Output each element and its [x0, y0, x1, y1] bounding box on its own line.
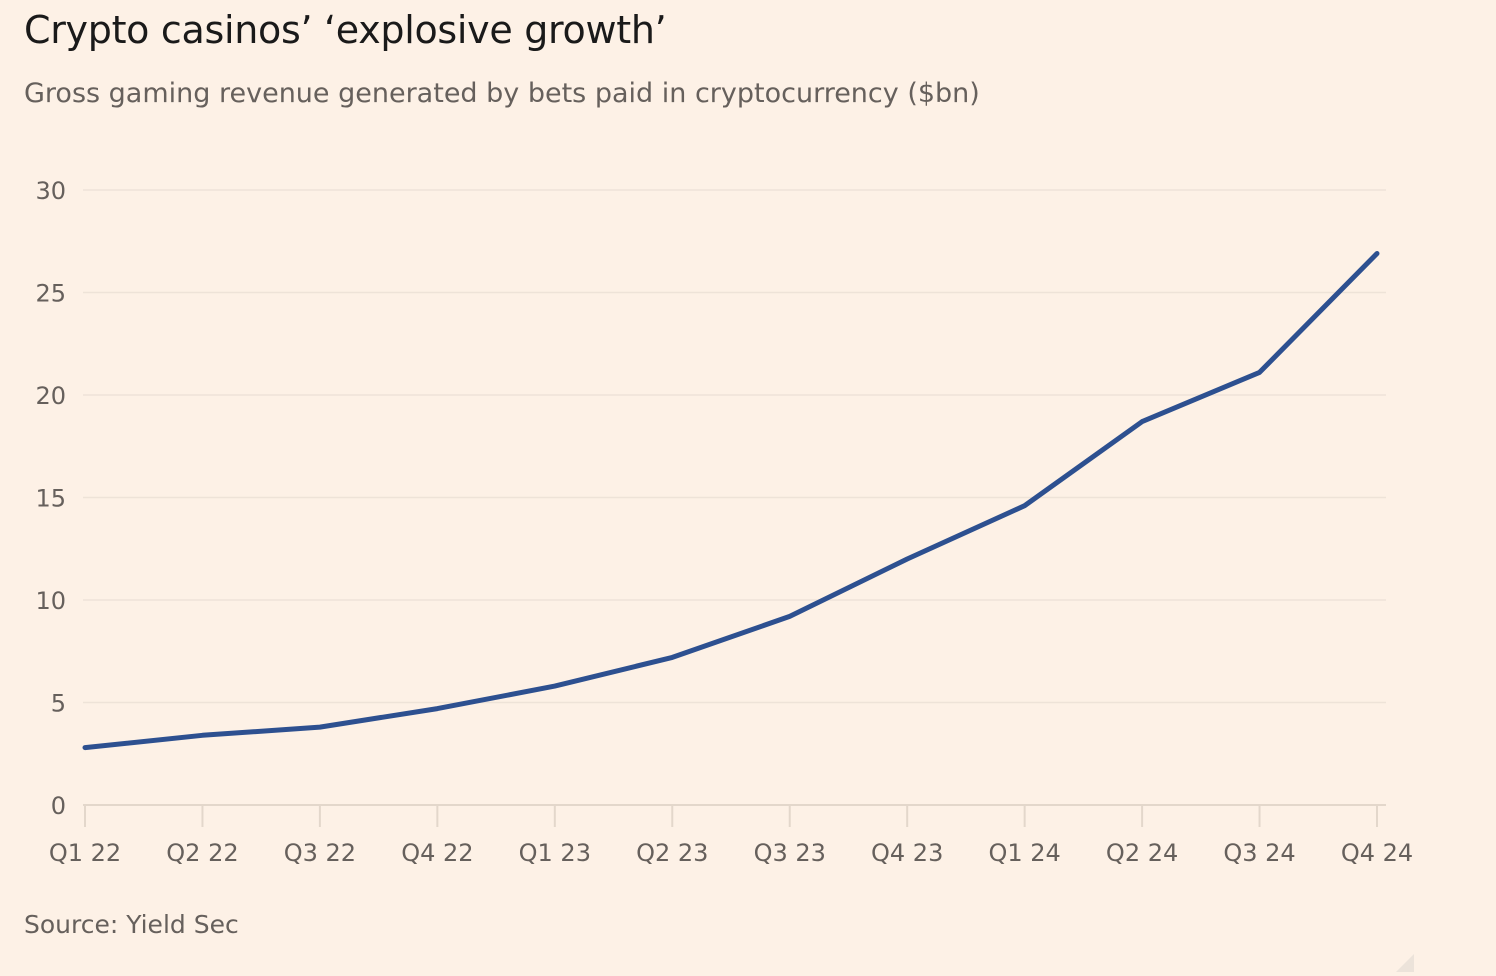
x-tick-label: Q4 23 [871, 839, 943, 867]
series-line-0 [82, 251, 1380, 751]
y-tick-label: 10 [35, 587, 66, 615]
source-note: Source: Yield Sec [24, 910, 239, 939]
chart-subtitle: Gross gaming revenue generated by bets p… [24, 78, 980, 109]
series-layer [82, 251, 1380, 751]
x-tick-label: Q1 22 [49, 839, 121, 867]
y-tick-label: 20 [35, 382, 66, 410]
x-tick-label: Q4 22 [401, 839, 473, 867]
x-tick-label: Q1 23 [519, 839, 591, 867]
x-axis: Q1 22 Q2 22 Q3 22 Q4 22 Q1 23 Q2 23 Q3 23 Q4 23… [49, 804, 1413, 867]
y-axis-labels: 0 5 10 15 20 25 30 [35, 177, 66, 820]
x-tick-label: Q2 22 [166, 839, 238, 867]
resize-grip-icon [1396, 954, 1414, 972]
x-tick-label: Q1 24 [988, 839, 1060, 867]
y-tick-label: 15 [35, 485, 66, 513]
y-tick-label: 5 [51, 690, 66, 718]
x-tick-label: Q2 23 [636, 839, 708, 867]
x-tick-label: Q3 22 [284, 839, 356, 867]
x-tick-label: Q3 23 [754, 839, 826, 867]
x-tick-label: Q4 24 [1341, 839, 1413, 867]
chart-title: Crypto casinos’ ‘explosive growth’ [24, 8, 667, 52]
y-tick-label: 30 [35, 177, 66, 205]
gridlines [83, 189, 1386, 704]
y-tick-label: 0 [51, 792, 66, 820]
x-tick-label: Q2 24 [1106, 839, 1178, 867]
x-tick-label: Q3 24 [1223, 839, 1295, 867]
y-tick-label: 25 [35, 280, 66, 308]
